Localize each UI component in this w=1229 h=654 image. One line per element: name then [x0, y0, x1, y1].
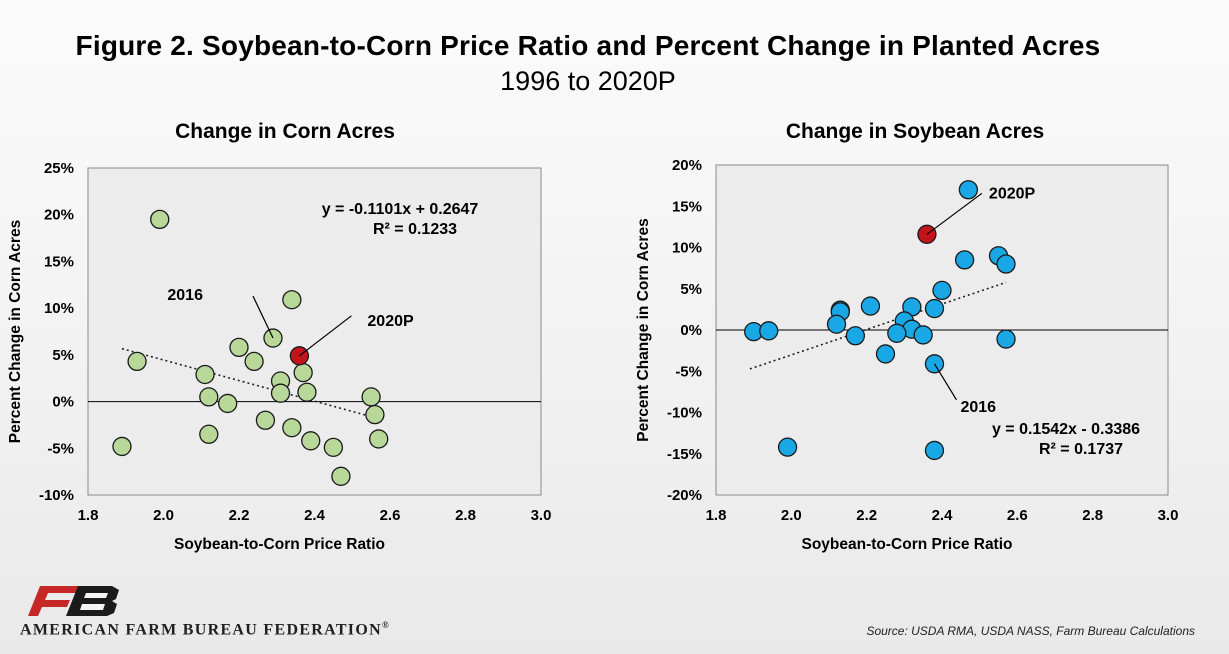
data-point — [777, 437, 798, 457]
x-tick-label: 2.4 — [304, 507, 326, 524]
annotation-leader — [252, 295, 274, 339]
source-note: Source: USDA RMA, USDA NASS, Farm Bureau… — [866, 624, 1195, 638]
figure-subtitle: 1996 to 2020P — [500, 66, 676, 96]
data-point — [199, 424, 219, 444]
x-tick-label: 2.6 — [380, 507, 401, 524]
x-tick-label: 1.8 — [706, 507, 727, 524]
y-tick-label: 10% — [672, 240, 702, 257]
trend-equation: y = 0.1542x - 0.3386 — [992, 421, 1140, 438]
data-point — [199, 387, 219, 407]
y-tick-label: 5% — [680, 281, 702, 298]
r-squared: R² = 0.1737 — [1039, 441, 1123, 458]
y-tick-label: 15% — [672, 198, 702, 215]
organization-name: AMERICAN FARM BUREAU FEDERATION® — [20, 620, 390, 639]
y-tick-label: -10% — [667, 405, 702, 422]
y-tick-label: 25% — [44, 160, 74, 177]
data-point — [127, 351, 147, 372]
trendline — [121, 347, 379, 420]
data-point — [244, 351, 264, 372]
x-tick-label: 3.0 — [1158, 507, 1179, 524]
data-point — [996, 254, 1016, 274]
annotation-label: 2020P — [367, 313, 414, 330]
data-point — [255, 410, 276, 430]
trend-equation: y = -0.1101x + 0.2647 — [322, 201, 479, 218]
y-tick-label: 15% — [44, 253, 74, 270]
y-axis-label: Percent Change in Corn Acres — [635, 218, 652, 441]
y-tick-label: 5% — [52, 347, 74, 364]
annotation-leader — [926, 192, 983, 235]
x-tick-label: 2.8 — [1082, 507, 1103, 524]
fb-logo-icon — [28, 586, 119, 616]
data-point — [759, 321, 779, 341]
r-squared: R² = 0.1233 — [373, 221, 457, 238]
y-tick-label: 20% — [672, 157, 702, 174]
data-point — [270, 383, 291, 403]
data-point — [331, 466, 351, 486]
y-tick-label: -5% — [47, 440, 74, 457]
x-tick-label: 1.8 — [78, 507, 99, 524]
x-tick-label: 2.0 — [153, 507, 174, 524]
data-point — [297, 382, 317, 402]
x-tick-label: 3.0 — [531, 507, 552, 524]
annotation-label: 2016 — [167, 287, 203, 304]
chart-title: Change in Corn Acres — [175, 120, 395, 143]
data-point — [913, 325, 933, 345]
y-tick-label: -10% — [39, 487, 74, 504]
data-point — [195, 364, 215, 385]
data-point — [282, 418, 302, 438]
x-tick-label: 2.2 — [229, 507, 250, 524]
y-tick-label: -20% — [667, 487, 702, 504]
annotation-leader — [933, 363, 957, 401]
y-axis-label: Percent Change in Corn Acres — [7, 220, 24, 443]
figure-title: Figure 2. Soybean-to-Corn Price Ratio an… — [75, 30, 1101, 61]
data-point — [293, 362, 313, 383]
data-point — [996, 329, 1016, 349]
data-point — [365, 405, 385, 425]
data-point — [229, 337, 249, 358]
annotation-label: 2020P — [989, 185, 1036, 202]
data-point — [932, 280, 952, 301]
data-point — [150, 209, 170, 230]
data-point — [301, 431, 321, 451]
y-tick-label: 0% — [52, 394, 74, 411]
highlight-point-2020p — [289, 346, 310, 366]
data-point — [954, 250, 975, 270]
y-tick-label: 10% — [44, 300, 74, 317]
x-tick-label: 2.6 — [1007, 507, 1028, 524]
y-tick-label: -5% — [675, 363, 702, 380]
corn-acres-chart: Change in Corn Acres -10% -5% 0% 5% 10% 15% 20%… — [7, 120, 552, 553]
data-point — [860, 296, 881, 316]
trendline — [749, 281, 1007, 370]
farm-bureau-logo — [28, 586, 119, 616]
data-point — [887, 323, 907, 343]
x-tick-label: 2.2 — [856, 507, 877, 524]
logo-f-mark — [28, 586, 80, 616]
x-axis-label: Soybean-to-Corn Price Ratio — [802, 536, 1013, 553]
x-axis-label: Soybean-to-Corn Price Ratio — [174, 536, 385, 553]
x-tick-label: 2.4 — [932, 507, 954, 524]
y-tick-label: -15% — [667, 446, 702, 463]
x-tick-label: 2.8 — [455, 507, 476, 524]
data-point — [323, 437, 344, 458]
annotation-leader — [299, 315, 352, 357]
data-point — [112, 436, 132, 457]
data-point — [924, 298, 945, 319]
data-point — [218, 393, 238, 414]
data-point — [826, 314, 847, 334]
data-point — [361, 387, 381, 407]
data-point — [282, 290, 302, 310]
annotation-label: 2016 — [960, 399, 996, 416]
data-point — [845, 326, 866, 346]
data-point — [924, 440, 945, 461]
data-point — [369, 429, 389, 449]
x-tick-label: 2.0 — [781, 507, 802, 524]
data-point — [875, 344, 896, 364]
data-point — [958, 180, 979, 200]
y-tick-label: 0% — [680, 322, 702, 339]
soybean-acres-chart: Change in Soybean Acres -20% -15% -10% -5% 0%… — [635, 120, 1179, 553]
chart-title: Change in Soybean Acres — [786, 120, 1044, 143]
y-tick-label: 20% — [44, 207, 74, 224]
